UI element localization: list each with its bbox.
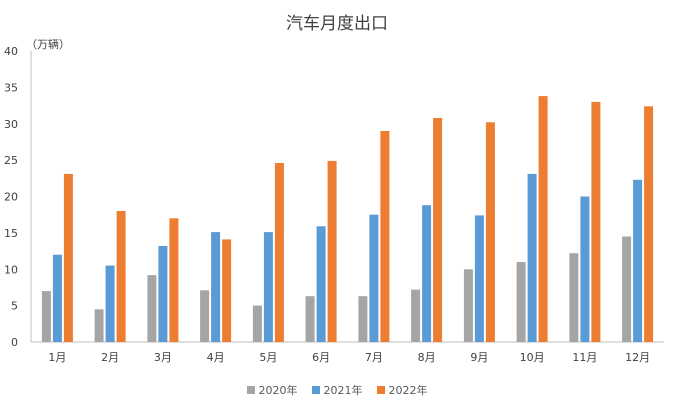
bar	[211, 232, 221, 342]
x-tick-label: 7月	[365, 351, 383, 364]
y-tick-label: 40	[4, 45, 18, 58]
y-tick-label: 5	[11, 300, 18, 313]
bar	[116, 211, 126, 342]
bar	[41, 291, 51, 342]
bar	[305, 296, 315, 342]
bar	[622, 236, 632, 342]
chart-title: 汽车月度出口	[286, 14, 388, 34]
legend-label: 2022年	[388, 384, 428, 397]
x-tick-label: 4月	[207, 351, 225, 364]
legend: 2020年 2021年 2022年	[0, 379, 674, 401]
bar	[516, 262, 526, 342]
bar	[474, 215, 484, 342]
bar	[52, 254, 62, 342]
bar	[538, 96, 548, 342]
bar	[485, 122, 495, 342]
y-tick-label: 0	[11, 336, 18, 349]
x-tick-label: 11月	[572, 351, 597, 364]
bar	[633, 179, 643, 342]
legend-swatch	[376, 386, 385, 394]
bar	[369, 214, 379, 342]
y-tick-labels: 0 5 10 15 20 25 30 35 40	[4, 45, 18, 349]
y-tick-label: 20	[4, 191, 18, 204]
bar	[327, 160, 337, 342]
x-tick-label: 9月	[470, 351, 488, 364]
bar	[274, 163, 284, 342]
x-tick-label: 12月	[625, 351, 650, 364]
bar	[644, 106, 654, 342]
bar	[169, 218, 179, 342]
x-tick-label: 6月	[312, 351, 330, 364]
x-tick-label: 3月	[154, 351, 172, 364]
bars	[41, 96, 654, 343]
bar	[591, 101, 601, 343]
legend-item: 2022年	[376, 382, 428, 398]
legend-label: 2020年	[258, 384, 298, 397]
y-tick-label: 25	[4, 154, 18, 167]
bar	[527, 173, 537, 342]
x-tick-label: 5月	[259, 351, 277, 364]
bar	[94, 309, 104, 342]
bar	[252, 305, 262, 342]
x-tick-labels: 1月 2月 3月 4月 5月 6月 7月 8月 9月 10月 11月 12月	[48, 351, 650, 364]
bar	[263, 232, 273, 342]
bar	[358, 296, 368, 342]
bar	[433, 117, 443, 343]
bar	[105, 265, 115, 342]
bar	[380, 131, 390, 342]
bar	[580, 196, 590, 342]
bar	[422, 205, 432, 342]
legend-swatch	[311, 386, 320, 394]
y-axis-unit: （万辆）	[26, 37, 70, 51]
x-tick-label: 2月	[101, 351, 119, 364]
bar	[200, 290, 210, 342]
x-tick-label: 10月	[520, 351, 545, 364]
bar	[316, 226, 326, 342]
x-tick-label: 1月	[48, 351, 66, 364]
y-tick-label: 30	[4, 118, 18, 131]
x-tick-label: 8月	[418, 351, 436, 364]
legend-swatch	[246, 386, 255, 394]
y-tick-label: 15	[4, 227, 18, 240]
bar	[147, 275, 157, 342]
bar	[463, 269, 473, 343]
bar	[569, 253, 579, 342]
legend-label: 2021年	[323, 384, 363, 397]
y-tick-label: 35	[4, 81, 18, 94]
legend-item: 2020年	[246, 382, 298, 398]
bar	[222, 239, 232, 342]
bar	[158, 246, 168, 342]
y-tick-label: 10	[4, 263, 18, 276]
bar	[63, 173, 73, 342]
bar	[411, 289, 421, 342]
legend-item: 2021年	[311, 382, 363, 398]
